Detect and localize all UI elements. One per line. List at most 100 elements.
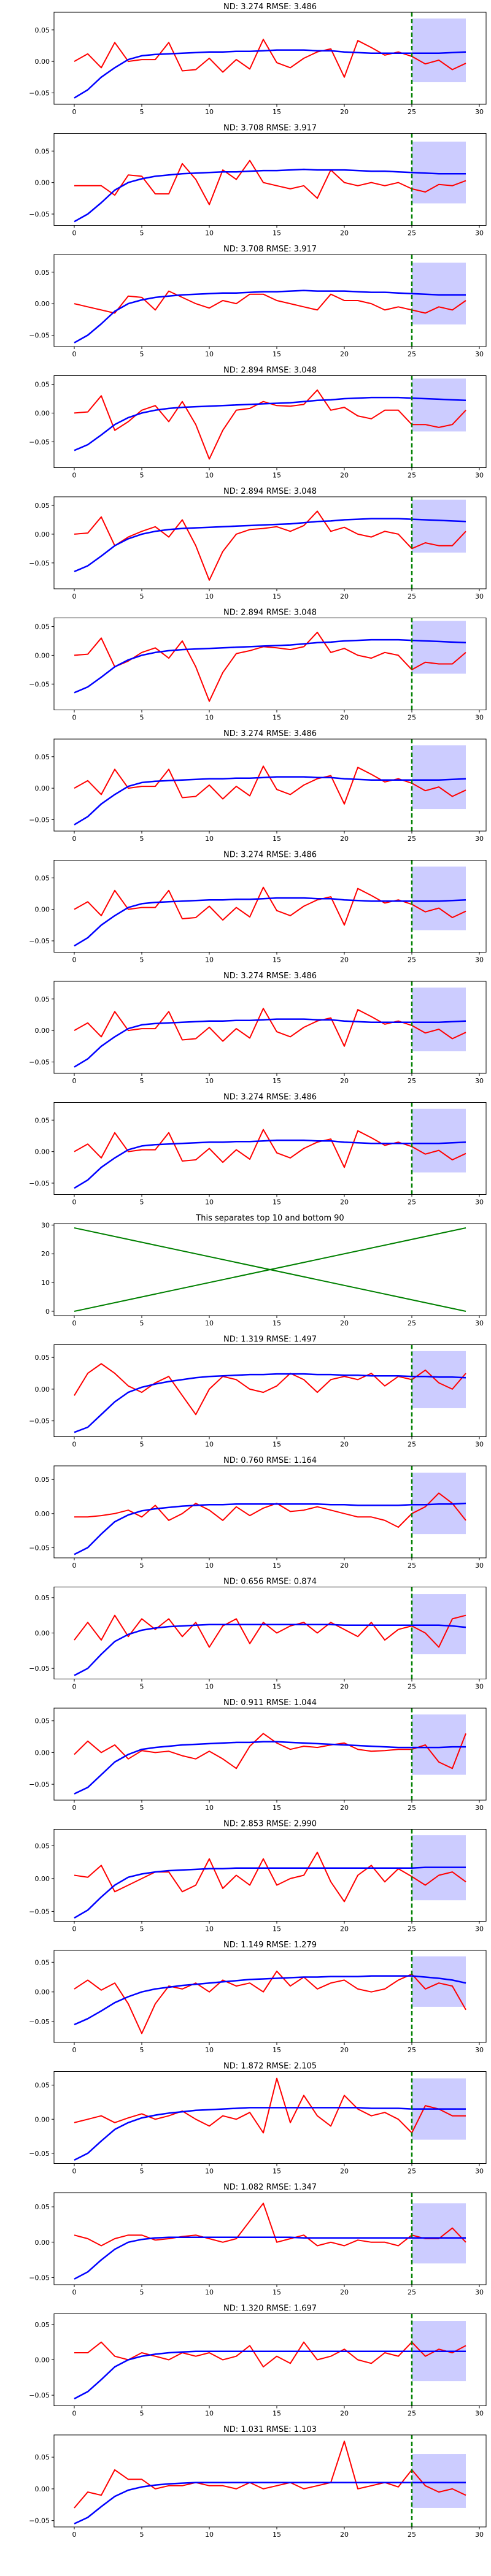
x-tick-label: 15 (273, 1925, 281, 1933)
x-tick-label: 25 (408, 714, 416, 722)
forecast-series-line (74, 2236, 466, 2280)
subplot-title: ND: 1.320 RMSE: 1.697 (223, 2304, 317, 2313)
subplot: ND: 3.708 RMSE: 3.917 0 5 10 15 20 25 30 −0.05 0.… (29, 124, 487, 237)
x-tick-label: 0 (72, 1198, 77, 1206)
plot-frame (53, 2434, 487, 2528)
y-tick-label: 0.00 (35, 1510, 50, 1518)
plot-frame (53, 618, 487, 710)
x-tick-label: 20 (340, 2046, 349, 2054)
x-tick-label: 5 (140, 1077, 144, 1085)
subplot: ND: 3.274 RMSE: 3.486 0 5 10 15 20 25 30 −0.05 0.… (29, 729, 487, 843)
plot-frame (53, 981, 487, 1074)
x-tick-label: 20 (340, 229, 349, 237)
x-tick-label: 5 (140, 2531, 144, 2539)
x-tick-label: 15 (273, 1198, 281, 1206)
plot-frame (53, 12, 487, 105)
y-tick-label: 20 (41, 1250, 50, 1258)
x-tick-label: 10 (205, 1562, 214, 1570)
observed-series-line (74, 290, 466, 314)
subplot: ND: 3.274 RMSE: 3.486 0 5 10 15 20 25 30 −0.05 0.… (29, 851, 487, 964)
plot-frame (53, 1950, 487, 2043)
forecast-band (412, 2454, 466, 2508)
x-tick-label: 20 (340, 1198, 349, 1206)
y-tick-label: 0 (45, 1308, 50, 1316)
subplot: ND: 1.149 RMSE: 1.279 0 5 10 15 20 25 30 −0.05 0.… (29, 1941, 487, 2054)
plot-frame (53, 1102, 487, 1195)
subplot: ND: 1.031 RMSE: 1.103 0 5 10 15 20 25 30 −0.05 0.… (29, 2425, 487, 2539)
forecast-band (412, 1108, 466, 1173)
forecast-series-line (74, 897, 466, 947)
x-tick-label: 30 (475, 2410, 484, 2418)
y-tick-label: −0.05 (29, 937, 50, 945)
x-tick-label: 25 (408, 1925, 416, 1933)
x-tick-label: 10 (205, 1683, 214, 1691)
x-tick-label: 15 (273, 1683, 281, 1691)
subplot-title: ND: 3.274 RMSE: 3.486 (223, 2, 317, 12)
forecast-series-line (74, 1502, 466, 1555)
x-tick-label: 30 (475, 714, 484, 722)
y-tick-label: −0.05 (29, 332, 50, 340)
y-tick-label: 0.00 (35, 784, 50, 792)
x-tick-label: 0 (72, 956, 77, 964)
x-tick-label: 5 (140, 714, 144, 722)
y-tick-label: 0.05 (35, 874, 50, 882)
forecast-band (412, 18, 466, 83)
x-tick-label: 25 (408, 2046, 416, 2054)
y-tick-label: 0.00 (35, 1749, 50, 1757)
x-tick-label: 25 (408, 2531, 416, 2539)
x-tick-label: 10 (205, 592, 214, 600)
y-tick-label: 0.05 (35, 1476, 50, 1484)
subplot: ND: 2.894 RMSE: 3.048 0 5 10 15 20 25 30 −0.05 0.… (29, 608, 487, 722)
x-tick-label: 25 (408, 1198, 416, 1206)
x-tick-label: 10 (205, 1319, 214, 1327)
x-tick-label: 10 (205, 2168, 214, 2175)
x-tick-label: 0 (72, 1319, 77, 1327)
forecast-band (412, 745, 466, 810)
observed-series-line (74, 631, 466, 702)
x-tick-label: 25 (408, 1441, 416, 1449)
x-tick-label: 10 (205, 472, 214, 480)
y-tick-label: −0.05 (29, 2150, 50, 2158)
forecast-series-line (74, 289, 466, 343)
x-tick-label: 10 (205, 1925, 214, 1933)
plot-frame (53, 860, 487, 953)
x-tick-label: 5 (140, 2410, 144, 2418)
observed-series-line (74, 1492, 466, 1528)
subplot: ND: 0.656 RMSE: 0.874 0 5 10 15 20 25 30 −0.05 0.… (29, 1577, 487, 1691)
subplot-title: ND: 2.894 RMSE: 3.048 (223, 608, 317, 618)
y-tick-label: 0.00 (35, 2115, 50, 2123)
forecast-series-line (74, 1139, 466, 1189)
x-tick-label: 10 (205, 2531, 214, 2539)
subplot: ND: 2.853 RMSE: 2.990 0 5 10 15 20 25 30 −0.05 0.… (29, 1820, 487, 1933)
forecast-series-line (74, 2482, 466, 2524)
forecast-series-line (74, 1975, 466, 2026)
x-tick-label: 0 (72, 108, 77, 116)
x-tick-label: 30 (475, 1077, 484, 1085)
x-tick-label: 0 (72, 1683, 77, 1691)
subplot: ND: 2.894 RMSE: 3.048 0 5 10 15 20 25 30 −0.05 0.… (29, 366, 487, 480)
x-tick-label: 5 (140, 2168, 144, 2175)
x-tick-label: 5 (140, 472, 144, 480)
y-tick-label: 0.05 (35, 1958, 50, 1966)
plot-frame (53, 738, 487, 832)
observed-series-line (74, 1970, 466, 2034)
forecast-series-line (74, 396, 466, 451)
y-tick-label: 0.05 (35, 2082, 50, 2090)
subplot: ND: 0.760 RMSE: 1.164 0 5 10 15 20 25 30 −0.05 0.… (29, 1456, 487, 1570)
subplot-title: ND: 0.911 RMSE: 1.044 (223, 1698, 317, 1708)
y-tick-label: 0.05 (35, 995, 50, 1003)
x-tick-label: 15 (273, 835, 281, 843)
forecast-band (412, 1594, 466, 1655)
x-tick-label: 10 (205, 2288, 214, 2296)
y-tick-label: 0.00 (35, 2485, 50, 2493)
x-tick-label: 20 (340, 2288, 349, 2296)
y-tick-label: 10 (41, 1279, 50, 1287)
x-tick-label: 10 (205, 1804, 214, 1812)
observed-series-line (74, 389, 466, 460)
observed-series-line (74, 2440, 466, 2509)
x-tick-label: 20 (340, 1683, 349, 1691)
subplot: ND: 2.894 RMSE: 3.048 0 5 10 15 20 25 30 −0.05 0.… (29, 487, 487, 600)
x-tick-label: 10 (205, 108, 214, 116)
y-tick-label: 0.05 (35, 1354, 50, 1362)
